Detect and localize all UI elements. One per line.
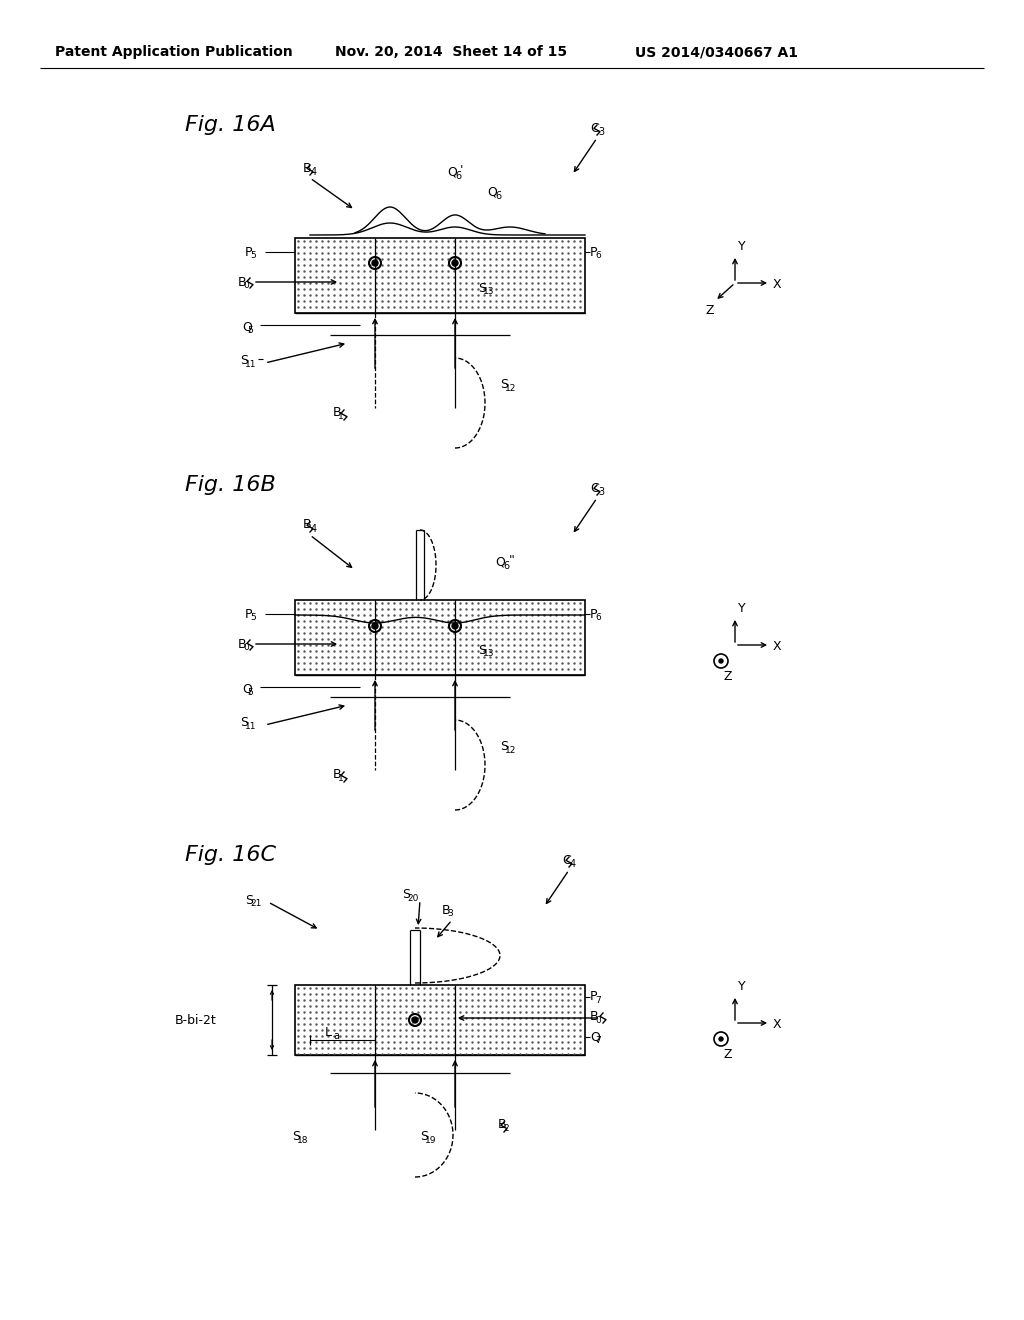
- Text: 12: 12: [505, 746, 516, 755]
- Text: 3: 3: [598, 127, 604, 137]
- Text: 6: 6: [455, 172, 461, 181]
- Text: 4: 4: [311, 524, 317, 535]
- Text: 21: 21: [250, 899, 261, 908]
- Circle shape: [372, 623, 378, 630]
- Text: Y: Y: [738, 240, 745, 253]
- Text: Fig. 16C: Fig. 16C: [185, 845, 276, 865]
- Text: Patent Application Publication: Patent Application Publication: [55, 45, 293, 59]
- Text: X: X: [773, 1018, 781, 1031]
- Text: Q: Q: [242, 321, 252, 334]
- Text: 11: 11: [245, 722, 256, 731]
- Text: B: B: [238, 276, 247, 289]
- Text: Q: Q: [590, 1031, 600, 1044]
- Text: B: B: [238, 638, 247, 651]
- Text: 0: 0: [243, 281, 249, 289]
- Text: P: P: [590, 246, 597, 259]
- Text: Q: Q: [447, 165, 457, 178]
- Circle shape: [719, 659, 723, 663]
- Text: Fig. 16B: Fig. 16B: [185, 475, 275, 495]
- Text: C: C: [590, 482, 599, 495]
- Text: 6: 6: [595, 612, 601, 622]
- Text: C: C: [590, 121, 599, 135]
- Bar: [295, 238, 585, 313]
- Text: 6: 6: [503, 561, 509, 572]
- Text: 3: 3: [446, 908, 453, 917]
- Text: Z: Z: [705, 305, 714, 318]
- Text: 5: 5: [247, 326, 253, 335]
- Text: 0: 0: [243, 643, 249, 652]
- Text: 2: 2: [503, 1123, 509, 1133]
- Text: P: P: [245, 607, 253, 620]
- Text: S: S: [478, 644, 486, 656]
- Text: S: S: [402, 888, 410, 902]
- Text: B: B: [333, 407, 342, 420]
- Text: ': ': [460, 164, 464, 177]
- Text: Nov. 20, 2014  Sheet 14 of 15: Nov. 20, 2014 Sheet 14 of 15: [335, 45, 567, 59]
- Text: a: a: [333, 1031, 339, 1041]
- Text: Q: Q: [495, 556, 505, 569]
- Text: S: S: [240, 717, 248, 730]
- Text: S: S: [240, 355, 248, 367]
- Text: L: L: [325, 1026, 332, 1039]
- Text: Y: Y: [738, 602, 745, 615]
- Text: 5: 5: [250, 612, 256, 622]
- Circle shape: [452, 623, 458, 630]
- Text: 7: 7: [595, 995, 601, 1005]
- Bar: [295, 601, 585, 675]
- Circle shape: [412, 1016, 418, 1023]
- Text: 5: 5: [247, 688, 253, 697]
- Text: S: S: [245, 894, 253, 907]
- Text: 3: 3: [598, 487, 604, 498]
- Text: 11: 11: [245, 359, 256, 368]
- Text: 7: 7: [595, 1036, 601, 1044]
- Text: P: P: [245, 246, 253, 259]
- Bar: [295, 985, 585, 1055]
- Text: 1: 1: [338, 774, 344, 783]
- Text: C: C: [562, 854, 570, 866]
- Text: 12: 12: [505, 384, 516, 392]
- Text: B: B: [442, 903, 451, 916]
- Text: 20: 20: [407, 894, 419, 903]
- Text: 1: 1: [338, 412, 344, 421]
- Text: S: S: [478, 281, 486, 294]
- Text: US 2014/0340667 A1: US 2014/0340667 A1: [635, 45, 798, 59]
- Text: 4: 4: [570, 859, 577, 869]
- Text: 13: 13: [483, 286, 495, 296]
- Text: P: P: [590, 607, 597, 620]
- Text: B: B: [333, 768, 342, 781]
- Text: 18: 18: [297, 1135, 308, 1144]
- Text: 0: 0: [595, 1015, 601, 1024]
- Text: 4: 4: [311, 168, 317, 177]
- Text: B: B: [498, 1118, 507, 1131]
- Text: X: X: [773, 639, 781, 652]
- Text: B: B: [303, 161, 311, 174]
- Text: B: B: [303, 519, 311, 532]
- Text: X: X: [773, 277, 781, 290]
- Text: P: P: [590, 990, 597, 1003]
- Text: Q: Q: [242, 682, 252, 696]
- Circle shape: [719, 1038, 723, 1041]
- Text: Q: Q: [487, 186, 497, 198]
- Text: B: B: [590, 1011, 599, 1023]
- Text: S: S: [500, 741, 508, 754]
- Text: 6: 6: [595, 251, 601, 260]
- Circle shape: [372, 260, 378, 267]
- Text: S: S: [500, 379, 508, 392]
- Text: S: S: [292, 1130, 300, 1143]
- Text: S: S: [420, 1130, 428, 1143]
- Text: 6: 6: [495, 191, 501, 201]
- Text: Z: Z: [724, 671, 732, 684]
- Text: B-bi-2t: B-bi-2t: [175, 1014, 217, 1027]
- Circle shape: [452, 260, 458, 267]
- Text: ": ": [509, 553, 515, 566]
- Text: Y: Y: [738, 981, 745, 994]
- Text: 19: 19: [425, 1135, 436, 1144]
- Text: Fig. 16A: Fig. 16A: [185, 115, 275, 135]
- Text: 13: 13: [483, 648, 495, 657]
- Text: Z: Z: [724, 1048, 732, 1061]
- Text: 5: 5: [250, 251, 256, 260]
